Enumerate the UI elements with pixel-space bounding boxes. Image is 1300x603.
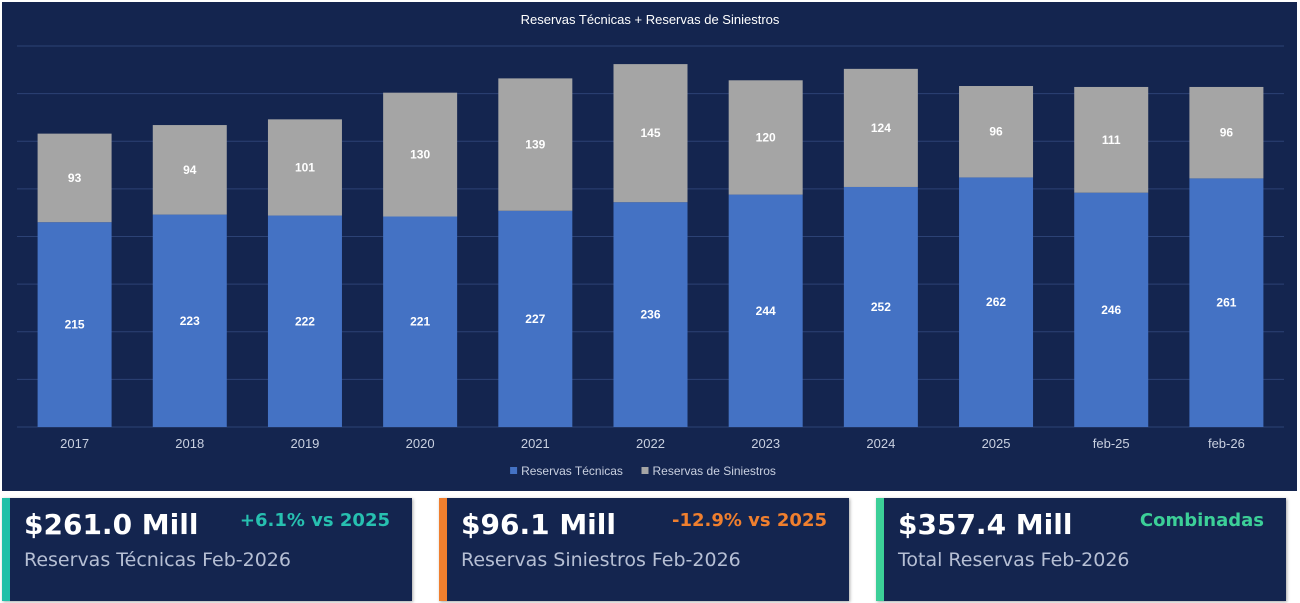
x-axis: 2017 2018 2019 2020 2021 2022 2023 2024 2025 feb-… (60, 436, 1245, 451)
x-tick-label: 2021 (521, 436, 550, 451)
bar-reservas-tecnicas (383, 216, 458, 427)
x-tick-label: feb-25 (1093, 436, 1130, 451)
bar-reservas-siniestros (1074, 86, 1149, 193)
x-tick-label: 2017 (60, 436, 89, 451)
bar-reservas-siniestros (843, 68, 918, 187)
data-label: 246 (1101, 303, 1121, 317)
kpi-card-reservas-siniestros: $96.1 Mill -12.9% vs 2025 Reservas Sinie… (439, 498, 849, 601)
legend-swatch (641, 467, 649, 474)
data-label: 252 (871, 300, 891, 314)
data-label: 101 (295, 160, 315, 174)
bar-reservas-tecnicas (613, 202, 688, 427)
kpi-change: -12.9% vs 2025 (672, 510, 827, 531)
legend: Reservas Técnicas Reservas de Siniestros (510, 464, 776, 478)
bars (37, 64, 1264, 427)
data-label: 222 (295, 314, 315, 328)
bar-reservas-tecnicas (267, 215, 342, 427)
card-accent (439, 498, 447, 601)
bar-reservas-siniestros (498, 78, 573, 211)
bar-reservas-tecnicas (728, 194, 803, 427)
data-label: 139 (525, 138, 545, 152)
data-label: 96 (1220, 126, 1234, 140)
data-label: 262 (986, 295, 1006, 309)
data-label: 236 (640, 308, 660, 322)
data-label: 244 (756, 304, 776, 318)
bar-reservas-tecnicas (37, 222, 112, 427)
x-tick-label: 2020 (406, 436, 435, 451)
x-tick-label: 2022 (636, 436, 665, 451)
stacked-bar-chart: Reservas Técnicas + Reservas de Siniestr… (17, 12, 1284, 478)
data-label: 96 (989, 125, 1003, 139)
bar-reservas-siniestros (959, 86, 1034, 178)
card-accent (876, 498, 884, 601)
data-label: 124 (871, 121, 891, 135)
kpi-label: Reservas Siniestros Feb-2026 (461, 549, 741, 571)
data-label: 93 (68, 171, 82, 185)
bar-reservas-siniestros (613, 64, 688, 203)
kpi-value: $96.1 Mill (461, 508, 616, 541)
data-label: 111 (1102, 133, 1121, 147)
chart-panel: Reservas Técnicas + Reservas de Siniestr… (2, 2, 1297, 491)
bar-reservas-tecnicas (498, 210, 573, 427)
data-label: 223 (180, 314, 200, 328)
data-labels: 215 93 223 94 222 101 221 130 227 139 236 145 244 120… (65, 121, 1237, 332)
kpi-tag: Combinadas (1139, 510, 1264, 531)
kpi-value: $261.0 Mill (24, 508, 199, 541)
x-tick-label: 2025 (982, 436, 1011, 451)
card-accent (2, 498, 10, 601)
kpi-label: Reservas Técnicas Feb-2026 (24, 549, 291, 571)
bar-reservas-siniestros (37, 133, 112, 223)
legend-label: Reservas de Siniestros (653, 464, 776, 478)
data-label: 221 (410, 315, 430, 329)
x-tick-label: 2019 (290, 436, 319, 451)
kpi-card-reservas-tecnicas: $261.0 Mill +6.1% vs 2025 Reservas Técni… (2, 498, 412, 601)
data-label: 261 (1216, 296, 1236, 310)
legend-label: Reservas Técnicas (521, 464, 623, 478)
data-label: 227 (525, 312, 545, 326)
bar-reservas-siniestros (1189, 86, 1264, 179)
bar-reservas-tecnicas (1074, 192, 1149, 427)
x-tick-label: 2024 (866, 436, 895, 451)
bar-reservas-tecnicas (152, 214, 227, 427)
data-label: 145 (640, 126, 660, 140)
bar-reservas-tecnicas (959, 177, 1034, 427)
legend-swatch (510, 467, 518, 474)
kpi-value: $357.4 Mill (898, 508, 1073, 541)
x-tick-label: feb-26 (1208, 436, 1245, 451)
bar-reservas-tecnicas (1189, 178, 1264, 427)
bar-reservas-siniestros (383, 92, 458, 217)
x-tick-label: 2023 (751, 436, 780, 451)
bar-reservas-siniestros (267, 119, 342, 216)
bar-reservas-tecnicas (843, 186, 918, 427)
x-tick-label: 2018 (175, 436, 204, 451)
bar-reservas-siniestros (728, 80, 803, 195)
kpi-change: +6.1% vs 2025 (239, 510, 390, 531)
kpi-label: Total Reservas Feb-2026 (898, 549, 1130, 571)
bar-reservas-siniestros (152, 125, 227, 215)
kpi-card-total-reservas: $357.4 Mill Combinadas Total Reservas Fe… (876, 498, 1286, 601)
data-label: 215 (65, 318, 85, 332)
data-label: 94 (183, 163, 197, 177)
chart-title: Reservas Técnicas + Reservas de Siniestr… (521, 12, 780, 27)
data-label: 130 (410, 148, 430, 162)
data-label: 120 (756, 130, 776, 144)
